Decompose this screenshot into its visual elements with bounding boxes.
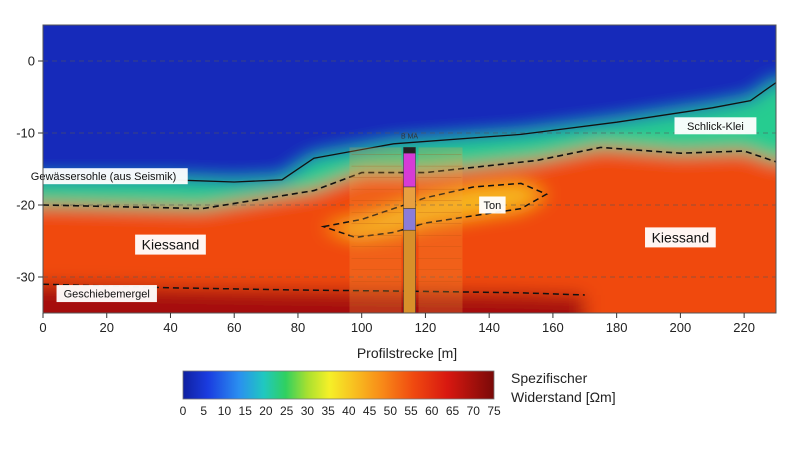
annotation-label-4: Geschiebemergel: [64, 289, 150, 301]
colorbar-tick-3: 15: [239, 404, 253, 418]
annotation-box-1: [135, 234, 206, 255]
borehole: B MA: [349, 133, 463, 314]
y-tick-label-0: 0: [28, 54, 35, 69]
clay-lens-outline: [320, 182, 549, 239]
x-tick-label-5: 100: [351, 320, 373, 335]
colorbar-tick-5: 25: [280, 404, 294, 418]
annotation-box-4: [56, 285, 157, 303]
colorbar-tick-9: 45: [363, 404, 377, 418]
resistivity-heatmap: [43, 25, 776, 313]
x-tick-label-6: 120: [415, 320, 437, 335]
colorbar-tick-1: 5: [200, 404, 207, 418]
colorbar-tick-0: 0: [180, 404, 187, 418]
annotation-label-0: Schlick-Klei: [687, 121, 744, 133]
y-tick-label-3: -30: [16, 270, 35, 285]
colorbar-tick-4: 20: [259, 404, 273, 418]
colorbar-title-line1: Spezifischer: [511, 370, 588, 386]
x-tick-label-1: 20: [100, 320, 114, 335]
annotation-box-3: [479, 196, 506, 214]
colorbar-tick-6: 30: [301, 404, 315, 418]
borehole-layer-2: [403, 186, 416, 209]
x-tick-label-7: 140: [478, 320, 500, 335]
colorbar-tick-8: 40: [342, 404, 356, 418]
till-zone: [43, 284, 585, 313]
x-tick-label-8: 160: [542, 320, 564, 335]
borehole-log-shade-left: [349, 147, 402, 313]
heatmap-zones: [43, 25, 776, 313]
x-tick-label-10: 200: [670, 320, 692, 335]
x-tick-label-11: 220: [733, 320, 755, 335]
x-tick-label-2: 40: [163, 320, 177, 335]
borehole-layer-0: [403, 147, 416, 154]
y-tick-label-2: -20: [16, 198, 35, 213]
y-axis: 0 -10 -20 -30: [16, 54, 43, 285]
water-bottom-label-box: [19, 168, 188, 185]
borehole-layer-3: [403, 208, 416, 231]
annotation-label-3: Ton: [483, 200, 501, 212]
x-axis: 0 20 40 60 80 100 120 140 160 180 200 220: [39, 313, 755, 335]
annotation-label-2: Kiessand: [652, 229, 710, 245]
x-axis-label: Profilstrecke [m]: [357, 345, 457, 361]
water-zone: [43, 25, 776, 182]
colorbar-tick-14: 70: [467, 404, 481, 418]
colorbar-title-line2: Widerstand [Ωm]: [511, 389, 616, 405]
colorbar-tick-11: 55: [404, 404, 418, 418]
plot-frame: [42, 24, 777, 314]
annotation-box-2: [645, 227, 716, 248]
borehole-layer-1: [403, 152, 416, 188]
x-tick-label-4: 80: [291, 320, 305, 335]
borehole-layer-4: [403, 229, 416, 314]
x-tick-label-9: 180: [606, 320, 628, 335]
water-bottom-line: [43, 82, 777, 183]
colorbar-gradient: [182, 370, 495, 400]
colorbar-tick-15: 75: [487, 404, 501, 418]
y-tick-label-1: -10: [16, 126, 35, 141]
colorbar-tick-10: 50: [384, 404, 398, 418]
water-bottom-label: Gewässersohle (aus Seismik): [31, 171, 177, 183]
colorbar-tick-7: 35: [321, 404, 335, 418]
borehole-name: B MA: [401, 133, 418, 140]
boundary-lines: [42, 82, 777, 296]
annotation-box-0: [674, 117, 757, 135]
x-tick-label-3: 60: [227, 320, 241, 335]
annotations: Schlick-Klei Kiessand Kiessand Ton Geschiebe…: [19, 117, 757, 303]
annotation-label-1: Kiessand: [142, 237, 200, 253]
sand-boundary-line: [42, 146, 777, 210]
colorbar: 0 5 10 15 20 25 30 35 40 45 50 55 60 65 70 75 Spezifisch…: [180, 370, 616, 418]
colorbar-tick-13: 65: [446, 404, 460, 418]
x-tick-label-0: 0: [39, 320, 46, 335]
colorbar-tick-2: 10: [218, 404, 232, 418]
colorbar-tick-12: 60: [425, 404, 439, 418]
borehole-log-shade-right: [418, 147, 463, 313]
